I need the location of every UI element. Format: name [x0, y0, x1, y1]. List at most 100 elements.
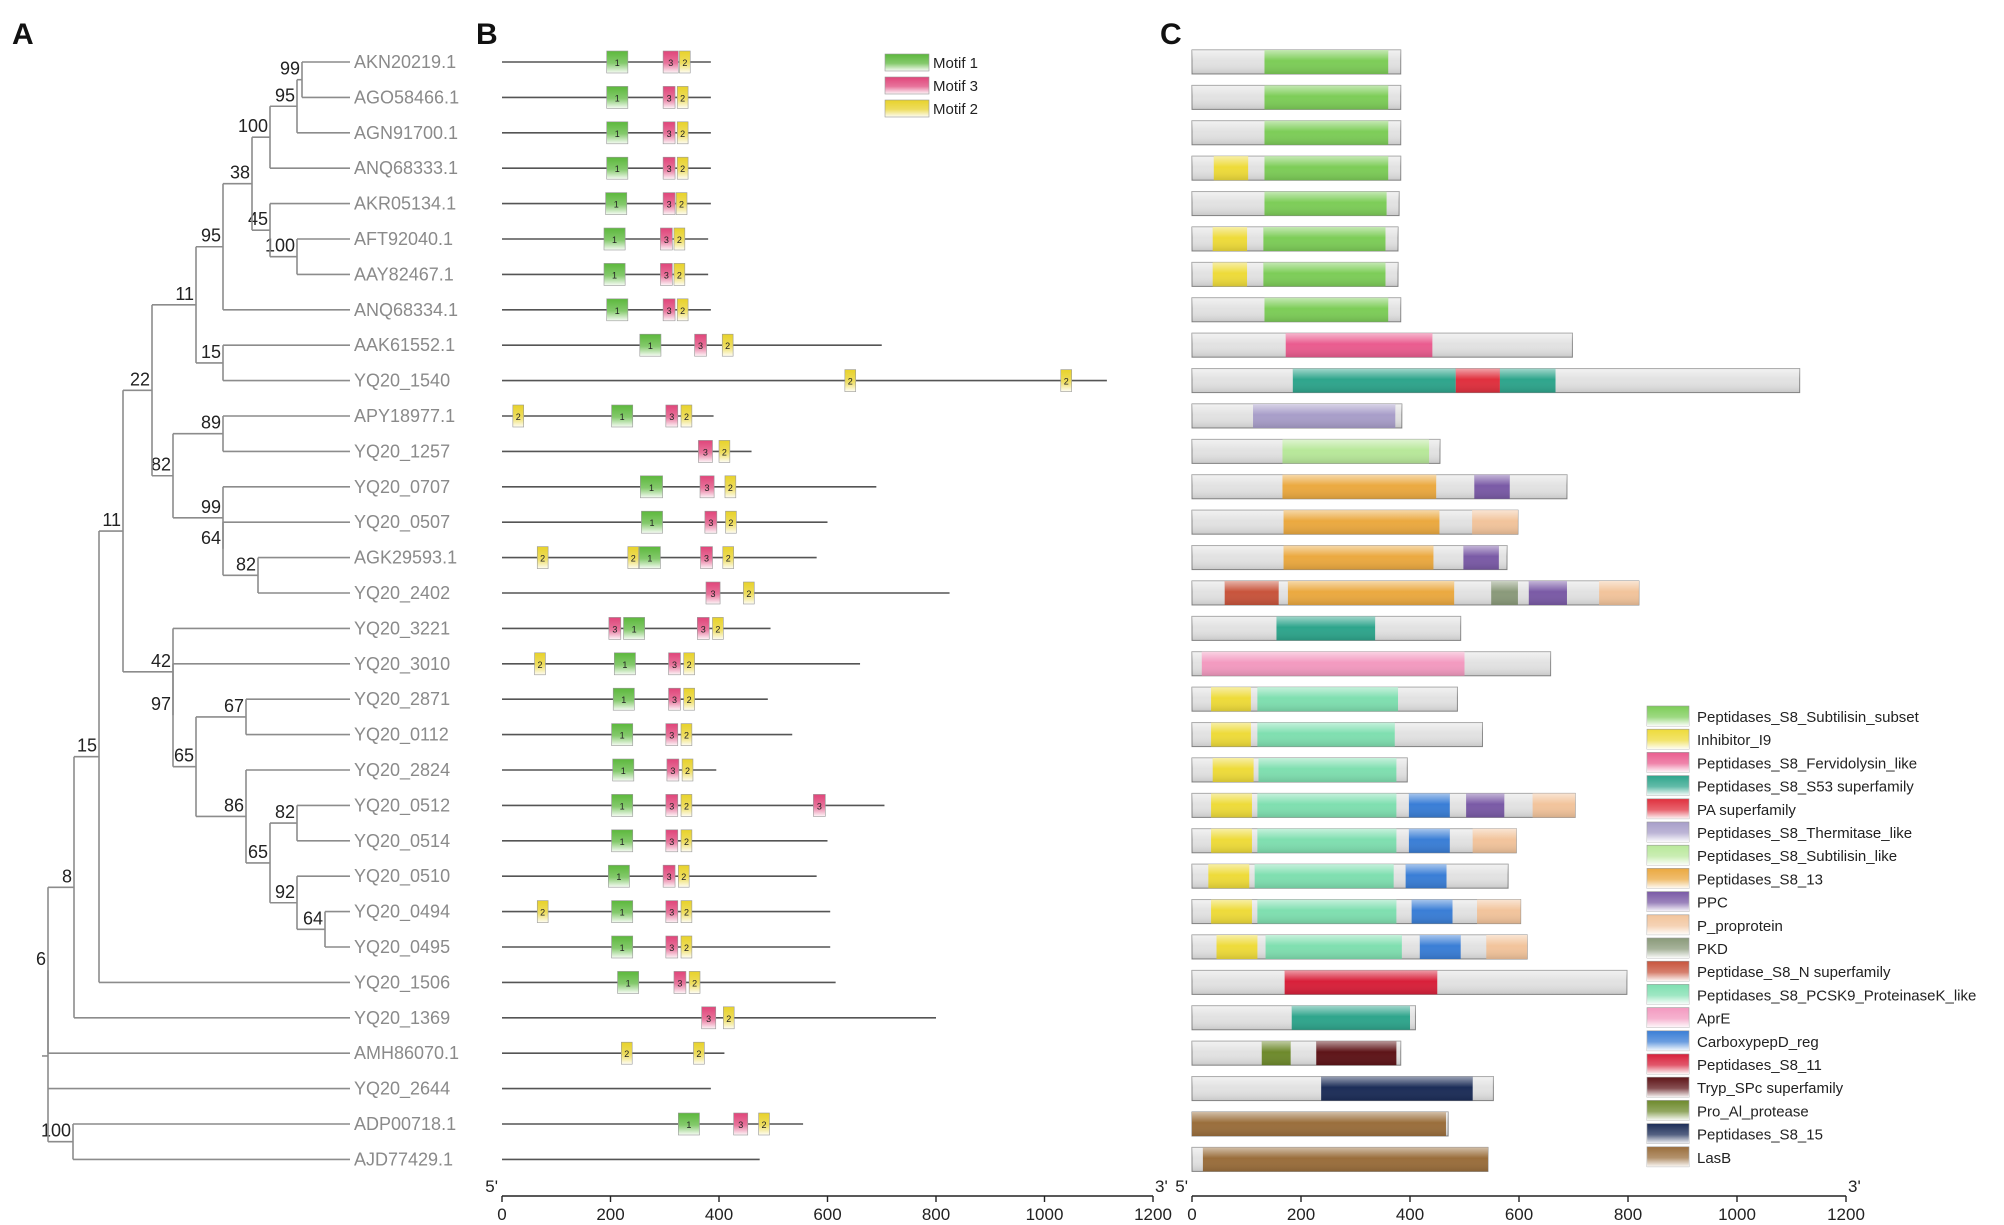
motif-number: 3	[664, 235, 669, 245]
domain-tick-label: 1000	[1718, 1205, 1756, 1224]
motif-number: 2	[684, 943, 689, 953]
legend-domain-swatch-shading	[1647, 984, 1689, 1005]
bootstrap-value: 82	[275, 802, 295, 822]
legend-domain-swatch-shading	[1647, 1077, 1689, 1098]
legend-domain-label: Peptidases_S8_Subtilisin_subset	[1697, 709, 1920, 726]
motif-box-shading	[704, 510, 718, 534]
motif-number: 2	[680, 93, 685, 103]
motif-box-shading	[611, 935, 634, 959]
motif-box-shading	[665, 935, 679, 959]
domain-block-shading	[1477, 899, 1521, 924]
motif-box-shading	[608, 617, 622, 640]
leaf-label-yq20-3221: YQ20_3221	[354, 618, 450, 639]
motif-number: 3	[669, 801, 674, 811]
motif-box-shading	[698, 440, 713, 463]
motif-box-shading	[675, 192, 688, 215]
legend-domain-swatch-shading	[1647, 914, 1689, 935]
domain-block-shading	[1211, 899, 1252, 924]
motif-box-shading	[681, 758, 694, 782]
motif-box-shading	[640, 475, 663, 499]
motif-box-shading	[668, 687, 681, 711]
domain-block-shading	[1211, 828, 1252, 853]
motif-box-shading	[673, 971, 687, 994]
bootstrap-value: 45	[248, 209, 268, 229]
motif-number: 1	[622, 660, 627, 670]
motif-number: 2	[680, 164, 685, 174]
bootstrap-value: 99	[201, 497, 221, 517]
motif-number: 1	[621, 766, 626, 776]
motif-number: 3	[667, 306, 672, 316]
legend-motif-swatch-shading	[884, 99, 930, 118]
motif-box-shading	[680, 404, 693, 428]
bootstrap-value: 97	[151, 694, 171, 714]
leaf-label-akn20219-1: AKN20219.1	[354, 52, 456, 72]
motif-number: 3	[672, 695, 677, 705]
motif-box-shading	[662, 864, 676, 888]
domain-panel: Peptidases_S8_Subtilisin_subset Inhibitor…	[1175, 49, 1976, 1224]
motif-number: 2	[684, 801, 689, 811]
bootstrap-value: 82	[151, 455, 171, 475]
motif-number: 2	[685, 766, 690, 776]
motif-box-shading	[665, 794, 679, 817]
motif-box-shading	[679, 50, 691, 74]
motif-number: 1	[612, 235, 617, 245]
motif-panel: 1 3 21 3 21 3 21 3 21 3 21 3 21 3 21 3 21 3 22 22 1 3 23 21 3 21 3…	[485, 50, 1172, 1224]
domain-block-shading	[1257, 687, 1399, 712]
motif-number: 1	[620, 731, 625, 741]
bootstrap-value: 86	[224, 795, 244, 815]
motif-box-shading	[676, 121, 689, 145]
motif-box-shading	[680, 935, 693, 959]
motif-box-shading	[722, 546, 734, 569]
bootstrap-value: 22	[130, 369, 150, 389]
motif-number: 1	[686, 1120, 691, 1130]
motif-number: 1	[612, 270, 617, 280]
motif-box-shading	[623, 617, 645, 640]
motif-box-shading	[639, 333, 662, 357]
legend-motif-swatch-shading	[884, 76, 930, 95]
legend-domain-swatch-shading	[1647, 1100, 1689, 1121]
motif-number: 3	[708, 518, 713, 528]
domain-block-shading	[1408, 828, 1450, 853]
motif-box-shading	[638, 546, 661, 569]
motif-box-shading	[705, 581, 721, 605]
motif-number: 3	[667, 164, 672, 174]
leaf-label-yq20-0512: YQ20_0512	[354, 795, 450, 816]
leaf-label-yq20-2644: YQ20_2644	[354, 1079, 450, 1100]
motif-tick-label: 200	[596, 1205, 624, 1224]
legend-domain-swatch-shading	[1647, 752, 1689, 773]
motif-box-shading	[668, 652, 681, 676]
bootstrap-value: 100	[265, 236, 295, 256]
motif-number: 3	[669, 412, 674, 422]
legend-domain-swatch-shading	[1647, 868, 1689, 889]
motif-box-shading	[683, 652, 695, 676]
motif-number: 1	[632, 624, 637, 634]
legend-domain-swatch-shading	[1647, 845, 1689, 866]
legend-domain-swatch-shading	[1647, 729, 1689, 750]
motif-box-shading	[662, 298, 676, 322]
bootstrap-value: 64	[201, 528, 221, 548]
motif-number: 2	[631, 554, 636, 564]
motif-box-shading	[699, 475, 715, 499]
motif-number: 3	[669, 731, 674, 741]
leaf-label-aay82467-1: AAY82467.1	[354, 264, 454, 284]
motif-number: 1	[615, 164, 620, 174]
domain-block-shading	[1264, 120, 1389, 145]
motif-box-shading	[688, 971, 701, 994]
motif-number: 3	[664, 270, 669, 280]
motif-number: 2	[680, 306, 685, 316]
motif-number: 1	[621, 695, 626, 705]
motif-box-shading	[665, 404, 679, 428]
legend-domain-label: Peptidases_S8_Subtilisin_like	[1697, 848, 1897, 865]
motif-box-shading	[536, 546, 549, 569]
bootstrap-value: 95	[201, 226, 221, 246]
motif-number: 2	[726, 1014, 731, 1024]
domain-block-shading	[1419, 935, 1461, 959]
domain-block-shading	[1264, 297, 1389, 322]
motif-box-shading	[676, 156, 689, 180]
motif-number: 2	[687, 695, 692, 705]
bootstrap-value: 100	[41, 1121, 71, 1141]
motif-box-shading	[758, 1112, 770, 1136]
motif-box-shading	[676, 298, 689, 322]
motif-number: 1	[615, 129, 620, 139]
